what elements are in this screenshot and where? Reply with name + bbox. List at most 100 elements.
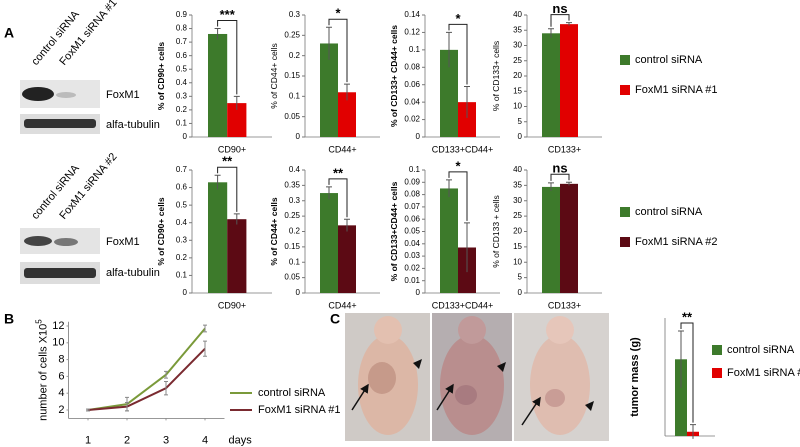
x-label: CD133+CD44+	[432, 300, 494, 310]
y-tick-label: 0.3	[176, 91, 188, 100]
y-tick-label: 40	[513, 10, 522, 19]
legend-label: FoxM1 siRNA #2	[635, 236, 718, 248]
line	[87, 327, 206, 411]
y-tick-label: 0.1	[289, 257, 301, 266]
band	[24, 119, 96, 128]
y-tick-label: 0	[183, 132, 188, 141]
y-tick-label: 15	[513, 86, 522, 95]
y-label: % of CD90+ cells	[156, 197, 166, 266]
error-bar	[214, 174, 221, 190]
bar	[542, 33, 560, 137]
bar	[320, 43, 338, 137]
bar	[440, 49, 458, 137]
y-tick-label: 0.06	[404, 80, 420, 89]
legend-label: control siRNA	[635, 54, 703, 66]
bar	[227, 103, 247, 137]
y-tick-label: 20	[513, 227, 522, 236]
y-tick-label: 40	[513, 165, 522, 174]
error-bar	[344, 83, 350, 101]
error-bar	[233, 95, 240, 110]
y-tick-label: 20	[513, 71, 522, 80]
y-tick-label: 0	[518, 132, 523, 141]
panel-label: A	[4, 25, 14, 41]
y-tick-label: 6	[58, 370, 64, 382]
significance-bracket	[448, 171, 468, 221]
band-label: alfa-tubulin	[106, 267, 160, 279]
error-bar	[678, 330, 684, 388]
y-tick-label: 0	[296, 132, 301, 141]
y-tick-label: 0	[416, 288, 421, 297]
error-bar	[214, 28, 221, 40]
legend-swatch	[712, 368, 722, 378]
y-tick-label: 30	[513, 41, 522, 50]
legend-label: control siRNA	[258, 387, 326, 399]
y-tick-label: 0.07	[404, 202, 420, 211]
lane-label: control siRNA	[29, 8, 82, 68]
y-tick-label: 0.5	[176, 200, 188, 209]
y-tick-label: 0	[183, 288, 188, 297]
y-label-text: % of CD90+ cells	[156, 42, 166, 111]
y-tick-label: 35	[513, 25, 522, 34]
legend-swatch	[620, 237, 630, 247]
error-bar	[86, 408, 90, 412]
bar	[320, 193, 338, 293]
bar	[440, 188, 458, 293]
y-label-text: number of cells X10	[37, 324, 49, 421]
y-label-text: % of CD133+CD44+ cells	[389, 181, 399, 281]
significance: **	[333, 165, 344, 180]
y-tick-label: 15	[513, 242, 522, 251]
error-bar	[446, 179, 452, 198]
band	[22, 87, 54, 101]
x-label: CD44+	[328, 144, 356, 154]
legend-label: FoxM1 siRNA #1	[635, 84, 718, 96]
y-tick-label: 0.35	[284, 180, 300, 189]
panel-label: B	[4, 311, 14, 327]
legend-swatch	[620, 55, 630, 65]
band-label: FoxM1	[106, 89, 140, 101]
error-bar	[326, 26, 332, 60]
error-bar	[164, 370, 168, 379]
y-tick-label: 0.1	[409, 165, 421, 174]
legend-swatch	[712, 345, 722, 355]
x-label: CD133+	[548, 300, 581, 310]
y-tick-label: 10	[52, 337, 64, 349]
y-tick-label: 0	[518, 288, 523, 297]
y-tick-label: 0.04	[404, 239, 420, 248]
significance: ***	[220, 7, 236, 22]
bar	[560, 24, 578, 137]
error-bar	[203, 324, 207, 333]
y-label: % of CD133+ CD44+ cells	[389, 25, 399, 127]
legend-swatch	[620, 207, 630, 217]
y-label: % of CD44+ cells	[269, 197, 279, 266]
bar	[458, 102, 476, 137]
x-label: CD90+	[218, 300, 246, 310]
y-tick-label: 0.2	[176, 105, 188, 114]
x-tick-label: 4	[202, 434, 208, 446]
error-bar	[464, 85, 470, 118]
x-label: CD44+	[328, 300, 356, 310]
y-tick-label: 0.25	[284, 30, 300, 39]
y-tick-label: 0.15	[284, 242, 300, 251]
significance-bracket	[550, 173, 570, 181]
legend-label: control siRNA	[727, 344, 795, 356]
error-bar	[203, 340, 207, 357]
y-label: % of CD133 + cells	[491, 195, 501, 268]
significance: *	[455, 11, 461, 26]
band-label: FoxM1	[106, 236, 140, 248]
error-bar	[464, 222, 470, 273]
bar	[542, 186, 560, 293]
y-tick-label: 0.4	[289, 165, 301, 174]
y-label-text: % of CD90+ cells	[156, 197, 166, 266]
y-tick-label: 0.06	[404, 214, 420, 223]
band	[54, 238, 78, 246]
significance-bracket	[448, 23, 468, 85]
y-tick-label: 30	[513, 196, 522, 205]
y-tick-label: 25	[513, 211, 522, 220]
band	[56, 92, 76, 98]
error-bar	[566, 22, 572, 26]
significance: **	[682, 309, 693, 324]
significance-bracket	[328, 18, 348, 83]
significance-bracket	[550, 14, 570, 27]
y-tick-label: 0.05	[284, 112, 300, 121]
y-tick-label: 0.2	[289, 51, 301, 60]
